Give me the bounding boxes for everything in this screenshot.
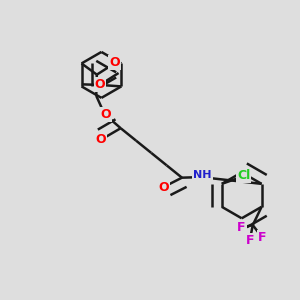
Text: O: O	[158, 181, 169, 194]
Text: F: F	[258, 231, 266, 244]
Text: O: O	[109, 56, 120, 69]
Text: O: O	[95, 134, 106, 146]
Text: NH: NH	[193, 170, 212, 180]
Text: O: O	[101, 108, 111, 121]
Text: F: F	[237, 221, 246, 234]
Text: Cl: Cl	[237, 169, 250, 182]
Text: F: F	[246, 234, 254, 247]
Text: O: O	[95, 78, 105, 92]
